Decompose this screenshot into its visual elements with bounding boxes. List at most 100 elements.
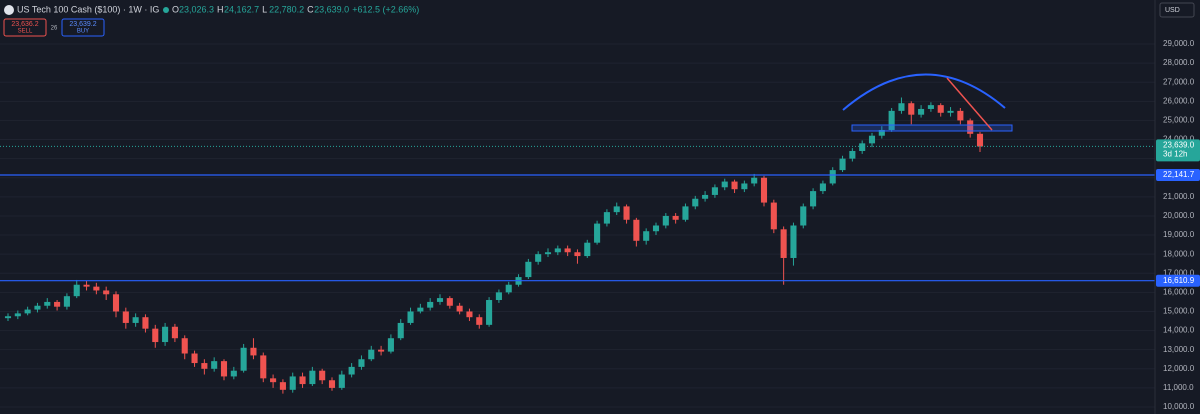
candle-body [162, 326, 169, 343]
candle-body [358, 359, 365, 367]
candle-body [132, 317, 139, 323]
candle-body [741, 183, 748, 190]
candle-body [937, 105, 944, 113]
candle-body [417, 307, 424, 312]
candle-body [662, 215, 669, 226]
candle-body [692, 198, 699, 207]
grid [0, 43, 1155, 408]
candle-body [525, 261, 532, 278]
candle-body [643, 231, 650, 241]
candle-body [908, 103, 915, 115]
candle-body [466, 311, 473, 318]
candle-body [957, 110, 964, 121]
candle-body [623, 206, 630, 220]
countdown: 3d 12h [1163, 150, 1187, 159]
candle-body [230, 370, 237, 377]
candle-body [898, 103, 905, 111]
candle-body [810, 191, 817, 207]
y-tick-label: 25,000.0 [1163, 116, 1195, 125]
candle-body [613, 206, 620, 213]
candle-body [918, 108, 925, 115]
candle-body [34, 305, 41, 310]
sell-button[interactable] [3, 18, 47, 37]
candle-body [682, 206, 689, 220]
candle-body [289, 376, 296, 390]
candle-body [888, 110, 895, 130]
candle-body [554, 248, 561, 253]
last-price-badge [1156, 139, 1200, 162]
last-price-label: 23,639.0 [1163, 141, 1195, 150]
candle-body [574, 252, 581, 257]
buy-button[interactable] [61, 18, 105, 37]
y-tick-label: 28,000.0 [1163, 58, 1195, 67]
buy-price: 23,639.2 [69, 21, 96, 28]
candle-body [142, 317, 149, 329]
ohlc-legend: O 23,026.3 H 24,162.7 L 22,780.2 C 23,639.0 +612… [172, 4, 419, 14]
trend-line [946, 77, 993, 131]
candle-body [319, 370, 326, 381]
candle-body [152, 328, 159, 343]
candle-body [309, 370, 316, 385]
candle-body [338, 374, 345, 388]
level-label: 16,610.9 [1163, 276, 1195, 285]
candle-body [544, 252, 552, 255]
candle-body [947, 110, 954, 113]
y-tick-label: 19,000.0 [1163, 230, 1195, 239]
y-tick-label: 12,000.0 [1163, 364, 1195, 373]
candle-body [368, 349, 375, 360]
candle-body [112, 294, 120, 312]
y-tick-label: 24,000.0 [1163, 135, 1195, 144]
candle-body [378, 349, 385, 352]
candle-body [711, 187, 718, 195]
candle-body [436, 298, 444, 302]
candle-body [407, 311, 414, 323]
candle-body [328, 380, 336, 388]
symbol-title: US Tech 100 Cash ($100) · 1W · IG [17, 4, 159, 14]
candle-body [240, 347, 247, 371]
candle-body [54, 301, 61, 307]
legend-change: +612.5 (+2.66%) [352, 4, 419, 14]
candle-body [387, 338, 394, 352]
candle-body [751, 177, 758, 184]
candle-body [14, 313, 21, 317]
candle-body [859, 143, 866, 151]
candle-body [260, 355, 267, 379]
level-label: 22,141.7 [1163, 170, 1195, 179]
candle-body [770, 202, 777, 230]
candle-body [594, 223, 601, 243]
candle-body [348, 366, 355, 375]
candle-body [839, 158, 846, 171]
candle-body [299, 376, 306, 385]
candle-body [103, 290, 110, 295]
candle-body [201, 363, 208, 369]
candle-body [44, 301, 51, 306]
legend-value: 23,026.3 [179, 4, 214, 14]
candle-body [73, 284, 80, 297]
currency-button[interactable] [1159, 2, 1195, 18]
y-tick-label: 20,000.0 [1163, 211, 1195, 220]
y-tick-label: 14,000.0 [1163, 326, 1195, 335]
legend-key: C [307, 4, 314, 14]
candle-body [652, 225, 660, 232]
candle-body [967, 120, 974, 134]
candle-body [790, 225, 797, 258]
candle-body [584, 242, 591, 257]
y-tick-label: 21,000.0 [1163, 192, 1195, 201]
legend-value: 24,162.7 [224, 4, 259, 14]
candle-body [535, 254, 542, 262]
y-tick-label: 17,000.0 [1163, 268, 1195, 277]
candle-body [976, 133, 984, 147]
candle-body [731, 181, 738, 190]
candle-body [868, 135, 876, 144]
candle-body [829, 170, 836, 184]
y-tick-label: 29,000.0 [1163, 39, 1195, 48]
candle-body [721, 181, 728, 188]
candle-body [220, 361, 228, 377]
y-tick-label: 27,000.0 [1163, 77, 1195, 86]
candle-body [83, 284, 90, 287]
legend-value: 22,780.2 [269, 4, 304, 14]
y-tick-label: 11,000.0 [1163, 383, 1194, 392]
legend-key: H [217, 4, 224, 14]
